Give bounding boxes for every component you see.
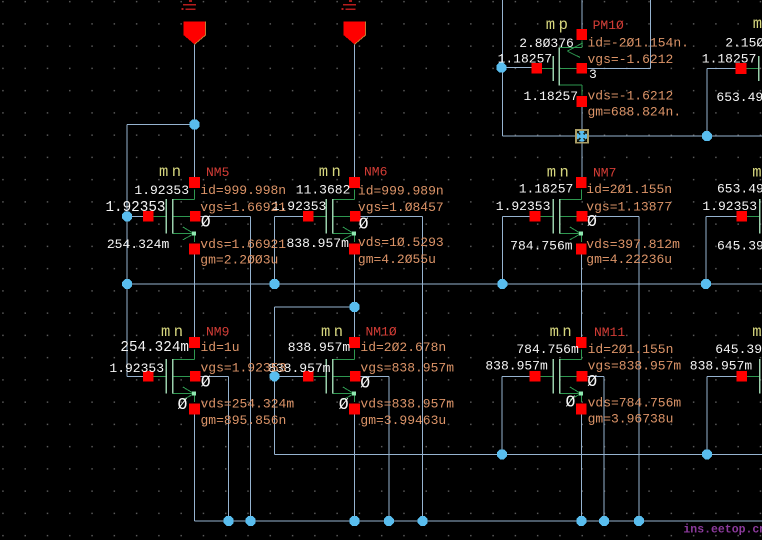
svg-text:mn: mn bbox=[159, 163, 185, 181]
svg-text:NM11: NM11 bbox=[594, 325, 625, 340]
svg-text:mp: mp bbox=[753, 15, 762, 33]
svg-text:mn: mn bbox=[319, 163, 345, 181]
svg-text:1.18257: 1.18257 bbox=[519, 181, 574, 196]
svg-text:vgs=-1.6212: vgs=-1.6212 bbox=[588, 52, 674, 67]
svg-text:gm=2.2ØØ3u: gm=2.2ØØ3u bbox=[200, 252, 278, 267]
svg-text:ins.eetop.cn: ins.eetop.cn bbox=[683, 523, 762, 536]
svg-text:gm=688.824n.: gm=688.824n. bbox=[588, 104, 682, 119]
svg-text:vgs=838.957m: vgs=838.957m bbox=[360, 361, 454, 376]
svg-text:vds=-1.6212: vds=-1.6212 bbox=[588, 88, 674, 103]
svg-text:NM5: NM5 bbox=[206, 165, 229, 180]
svg-text:254.324m: 254.324m bbox=[107, 237, 170, 252]
svg-text:NM1Ø: NM1Ø bbox=[366, 325, 397, 340]
svg-text:645.39: 645.39 bbox=[717, 239, 762, 254]
svg-text:Ø: Ø bbox=[587, 372, 597, 391]
svg-text:vds=1Ø.5293: vds=1Ø.5293 bbox=[358, 235, 444, 250]
svg-text:mn: mn bbox=[161, 323, 187, 341]
svg-text:653.49: 653.49 bbox=[717, 181, 762, 196]
svg-text:vds=254.324m: vds=254.324m bbox=[201, 396, 295, 411]
svg-text:gm=3.96738u: gm=3.96738u bbox=[588, 411, 674, 426]
svg-text:vds=784.756m: vds=784.756m bbox=[588, 395, 682, 410]
svg-text:1.18257: 1.18257 bbox=[498, 52, 553, 67]
svg-text:Ø: Ø bbox=[201, 212, 211, 231]
svg-text:NM7: NM7 bbox=[593, 166, 616, 181]
svg-text:id=-2Ø1.154n.: id=-2Ø1.154n. bbox=[588, 36, 689, 51]
svg-text:838.957m: 838.957m bbox=[286, 236, 349, 251]
svg-text:gm=895.856n: gm=895.856n bbox=[201, 413, 287, 428]
svg-text:vgs=1.13877: vgs=1.13877 bbox=[586, 200, 672, 215]
svg-text:id=2Ø2.678n: id=2Ø2.678n bbox=[360, 340, 446, 355]
svg-text:1.92353: 1.92353 bbox=[105, 200, 165, 216]
svg-text:gm=4.22236u: gm=4.22236u bbox=[586, 252, 672, 267]
svg-text:784.756m: 784.756m bbox=[510, 239, 573, 254]
svg-text:vgs=838.957m: vgs=838.957m bbox=[588, 358, 682, 373]
svg-text:1.92353: 1.92353 bbox=[134, 183, 189, 198]
svg-text:id=1u: id=1u bbox=[201, 340, 240, 355]
svg-text:3: 3 bbox=[589, 67, 597, 82]
svg-text:1.18257: 1.18257 bbox=[523, 89, 578, 104]
svg-text:NM6: NM6 bbox=[364, 165, 387, 180]
svg-text:Ø: Ø bbox=[587, 212, 597, 231]
svg-text:645.39: 645.39 bbox=[715, 342, 762, 357]
svg-text:11.3682: 11.3682 bbox=[296, 183, 351, 198]
svg-text:254.324m: 254.324m bbox=[120, 340, 189, 356]
svg-text:vgs=1.Ø8457: vgs=1.Ø8457 bbox=[358, 200, 444, 215]
svg-text:Ø: Ø bbox=[339, 395, 349, 414]
svg-text:Ø: Ø bbox=[360, 374, 370, 393]
svg-text:id=2Ø1.155n: id=2Ø1.155n bbox=[586, 182, 672, 197]
svg-text:2.8Ø376: 2.8Ø376 bbox=[519, 36, 574, 51]
svg-text:id=999.989n: id=999.989n bbox=[358, 184, 444, 199]
svg-text:Ø: Ø bbox=[566, 392, 576, 411]
svg-text:1.92353: 1.92353 bbox=[109, 361, 164, 376]
svg-text:653.49: 653.49 bbox=[716, 90, 762, 105]
svg-text:vds=838.957m: vds=838.957m bbox=[360, 396, 454, 411]
svg-text:Ø: Ø bbox=[359, 215, 369, 234]
svg-text:vgs=1.66921: vgs=1.66921 bbox=[200, 200, 286, 215]
svg-text:mn: mn bbox=[752, 323, 762, 341]
svg-text:NM9: NM9 bbox=[206, 325, 229, 340]
svg-text:vgs=1.92353: vgs=1.92353 bbox=[201, 361, 287, 376]
svg-text:mp: mp bbox=[546, 16, 572, 34]
svg-text:gm=4.2Ø55u: gm=4.2Ø55u bbox=[358, 252, 436, 267]
svg-text:838.957m: 838.957m bbox=[690, 358, 753, 373]
svg-text:id=999.998n: id=999.998n bbox=[200, 183, 286, 198]
svg-text:mn: mn bbox=[547, 164, 573, 182]
svg-text:mn: mn bbox=[752, 164, 762, 182]
svg-text:vds=1.66921: vds=1.66921 bbox=[200, 237, 286, 252]
svg-text:838.957m: 838.957m bbox=[268, 361, 331, 376]
svg-text:Ø: Ø bbox=[201, 373, 211, 392]
svg-text:id=2Ø1.155n: id=2Ø1.155n bbox=[588, 342, 674, 357]
svg-text:1.92353: 1.92353 bbox=[272, 199, 327, 214]
svg-text:1.92353: 1.92353 bbox=[702, 199, 757, 214]
svg-text:1.18257: 1.18257 bbox=[702, 51, 757, 66]
svg-text:gm=3.99463u: gm=3.99463u bbox=[360, 413, 446, 428]
svg-text:vds=397.812m: vds=397.812m bbox=[586, 237, 680, 252]
svg-text:838.957m: 838.957m bbox=[288, 340, 351, 355]
svg-text:838.957m: 838.957m bbox=[485, 358, 548, 373]
svg-text:PM1Ø: PM1Ø bbox=[593, 18, 624, 33]
svg-text:1.92353: 1.92353 bbox=[496, 199, 551, 214]
svg-text:2.15Ø5: 2.15Ø5 bbox=[725, 35, 762, 50]
svg-text:Ø: Ø bbox=[178, 395, 188, 414]
svg-text:mn: mn bbox=[550, 323, 576, 341]
svg-text:784.756m: 784.756m bbox=[516, 342, 579, 357]
svg-text:mn: mn bbox=[321, 323, 347, 341]
